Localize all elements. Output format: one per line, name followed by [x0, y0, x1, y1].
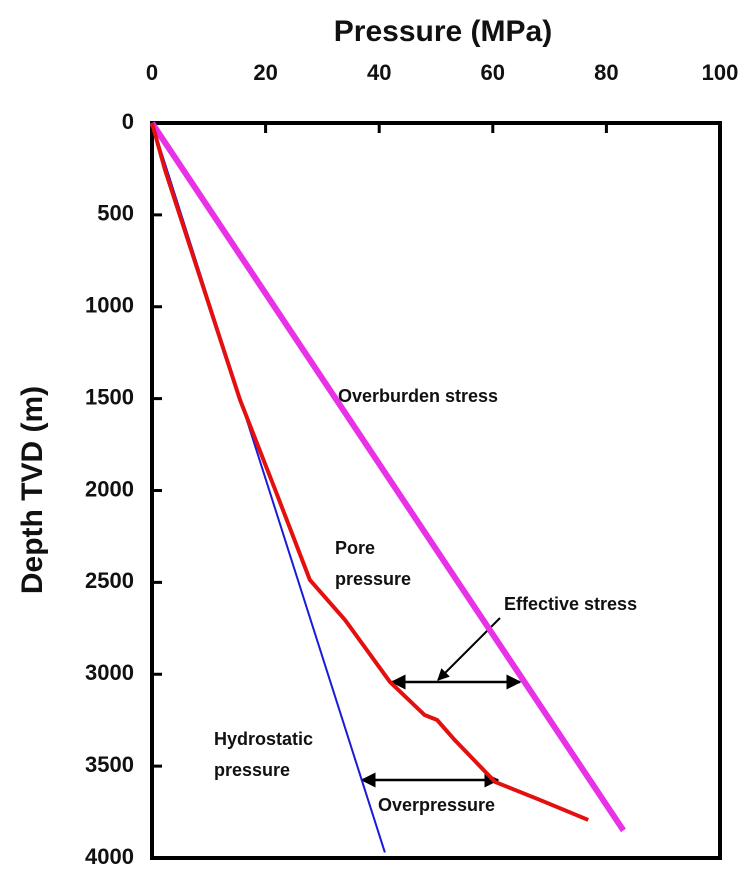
- annotation: pressure: [335, 569, 411, 589]
- annotation: Overpressure: [378, 795, 495, 815]
- annotation: Hydrostatic: [214, 729, 313, 749]
- y-tick-label: 2500: [85, 568, 134, 593]
- y-axis-title: Depth TVD (m): [16, 386, 49, 594]
- series-line: [149, 121, 626, 833]
- x-tick-label: 60: [481, 60, 505, 85]
- x-axis-title: Pressure (MPa): [334, 15, 552, 48]
- annotation: Pore: [335, 538, 375, 558]
- y-tick-label: 1000: [85, 293, 134, 318]
- y-tick-label: 4000: [85, 844, 134, 869]
- x-tick-label: 20: [253, 60, 277, 85]
- plot-frame: [150, 121, 722, 860]
- series-line: [150, 122, 589, 822]
- x-tick-label: 80: [594, 60, 618, 85]
- y-tick-label: 0: [122, 109, 134, 134]
- y-tick-label: 500: [97, 201, 134, 226]
- y-tick-label: 3000: [85, 660, 134, 685]
- annotation: Overburden stress: [338, 386, 498, 406]
- annotation: pressure: [214, 760, 290, 780]
- x-tick-label: 40: [367, 60, 391, 85]
- x-tick-label: 100: [702, 60, 739, 85]
- x-tick-label: 0: [146, 60, 158, 85]
- y-tick-label: 1500: [85, 384, 134, 409]
- y-tick-label: 3500: [85, 752, 134, 777]
- y-tick-label: 2000: [85, 476, 134, 501]
- annotation: Effective stress: [504, 594, 637, 614]
